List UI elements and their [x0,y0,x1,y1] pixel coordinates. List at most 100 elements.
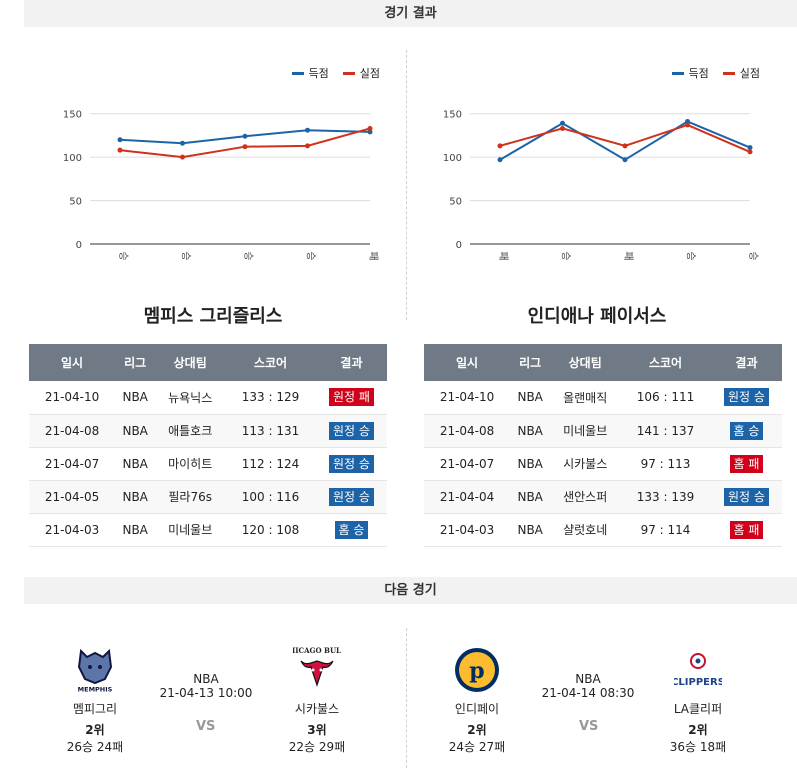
result-badge: 홈 패 [729,520,764,539]
result-badge: 홈 승 [334,520,369,539]
point-scored [685,119,690,125]
cell-result: 홈 패 [710,513,782,547]
col-date: 일시 [29,344,116,381]
next-game-datetime: 21-04-13 10:00 [159,686,253,700]
cell-opponent: 미네울브 [155,513,226,547]
x-tick-label: 승 [560,251,572,260]
cell-date: 21-04-03 [424,513,511,547]
cell-score: 141 : 137 [620,414,711,448]
cell-league: NBA [115,381,156,415]
table-row: 21-04-08 NBA 미네울브 141 : 137 홈 승 [424,414,782,448]
chart-svg: 0 50 100 150 패 승 패 승 승 [443,110,759,261]
cell-score: 97 : 113 [620,447,711,481]
team-rank: 2위 [467,723,487,737]
x-tick-label: 승 [685,251,697,260]
point-scored [622,157,628,163]
chart-legend: 득점 실점 [291,65,380,81]
cell-result: 원정 패 [315,381,387,415]
results-table-indiana: 일시 리그 상대팀 스코어 결과 21-04-10 NBA 올랜매직 106 : 11… [424,344,782,547]
cell-opponent: 애틀호크 [155,414,226,448]
result-badge: 원정 승 [329,421,374,440]
cell-result: 홈 승 [315,513,387,547]
team-name: 시카불스 [294,702,340,716]
result-badge: 원정 승 [724,388,769,407]
cell-league: NBA [510,480,551,514]
chart-indiana: 득점 실점 0 50 100 150 패 승 패 승 승 [420,55,770,270]
cell-opponent: 뉴욕닉스 [155,381,226,415]
point-allowed [560,125,565,131]
section-header-results: 경기 결과 [24,0,797,27]
cell-league: NBA [510,381,551,415]
series-line-scored [499,120,751,161]
result-badge: 원정 승 [329,454,374,473]
table-row: 21-04-08 NBA 애틀호크 113 : 131 원정 승 [29,414,387,448]
cell-opponent: 올랜매직 [550,381,621,415]
col-result: 결과 [710,344,782,381]
cell-result: 원정 승 [710,480,782,514]
result-badge: 홈 승 [729,421,764,440]
table-row: 21-04-07 NBA 시카불스 97 : 113 홈 패 [424,447,782,481]
chart-legend: 득점 실점 [671,65,760,81]
y-tick-label: 100 [443,153,462,164]
y-tick-label: 150 [63,110,82,121]
team-record: 26승 24패 [66,740,124,754]
result-badge: 원정 패 [329,388,374,407]
next-game-league: NBA [575,672,601,686]
section-header-next: 다음 경기 [24,577,797,604]
cell-opponent: 필라76s [155,480,226,514]
x-tick-label: 패 [622,251,634,260]
next-team-bulls[interactable]: CHICAGO BULLS 시카불스 3위 22승 29패 [267,645,367,755]
pacers-logo-icon: p [455,648,499,692]
cell-date: 21-04-07 [29,447,116,481]
col-result: 결과 [315,344,387,381]
team-record: 36승 18패 [669,740,727,754]
memphis-logo-icon: MEMPHIS [77,648,113,694]
x-tick-label: 패 [497,251,509,260]
next-game-datetime: 21-04-14 08:30 [541,686,635,700]
next-team-clippers[interactable]: CLIPPERS LA클리퍼 2위 36승 18패 [648,645,748,755]
cell-date: 21-04-08 [424,414,511,448]
cell-league: NBA [510,447,551,481]
point-scored [560,120,565,126]
vs-label: VS [579,719,599,734]
team-rank: 3위 [307,723,327,737]
cell-score: 120 : 108 [225,513,316,547]
y-tick-label: 150 [443,110,462,121]
next-team-pacers[interactable]: p 인디페이 2위 24승 27패 [427,645,527,755]
col-score: 스코어 [620,344,711,381]
cell-score: 112 : 124 [225,447,316,481]
y-tick-label: 0 [76,240,82,251]
next-game-league: NBA [193,672,219,686]
y-tick-label: 0 [456,240,462,251]
table-row: 21-04-03 NBA 샬럿호네 97 : 114 홈 패 [424,513,782,547]
table-row: 21-04-07 NBA 마이히트 112 : 124 원정 승 [29,447,387,481]
cell-league: NBA [510,513,551,547]
next-team-memphis[interactable]: MEMPHIS 멤피그리 2위 26승 24패 [45,645,145,755]
point-allowed [117,147,123,153]
bulls-logo-icon: CHICAGO BULLS [283,646,351,687]
result-badge: 원정 승 [329,487,374,506]
point-allowed [497,143,503,149]
results-table-memphis: 일시 리그 상대팀 스코어 결과 21-04-10 NBA 뉴욕닉스 133 : 12… [29,344,387,547]
cell-date: 21-04-08 [29,414,116,448]
cell-date: 21-04-03 [29,513,116,547]
cell-date: 21-04-07 [424,447,511,481]
point-scored [367,129,373,135]
legend-scored: 득점 [291,65,329,81]
point-scored [117,137,123,143]
cell-score: 97 : 114 [620,513,711,547]
team-name: LA클리퍼 [673,702,723,716]
point-scored [497,157,503,163]
cell-score: 133 : 129 [225,381,316,415]
next-game-info: NBA 21-04-13 10:00 [151,672,261,700]
legend-allowed: 실점 [722,65,760,81]
cell-score: 106 : 111 [620,381,711,415]
point-allowed [685,122,690,128]
team-title-indiana: 인디애나 페이서스 [527,306,667,327]
team-name: 멤피그리 [72,702,118,716]
point-allowed [747,149,753,155]
cell-league: NBA [115,480,156,514]
cell-opponent: 시카불스 [550,447,621,481]
point-allowed [367,125,373,131]
cell-result: 원정 승 [315,447,387,481]
